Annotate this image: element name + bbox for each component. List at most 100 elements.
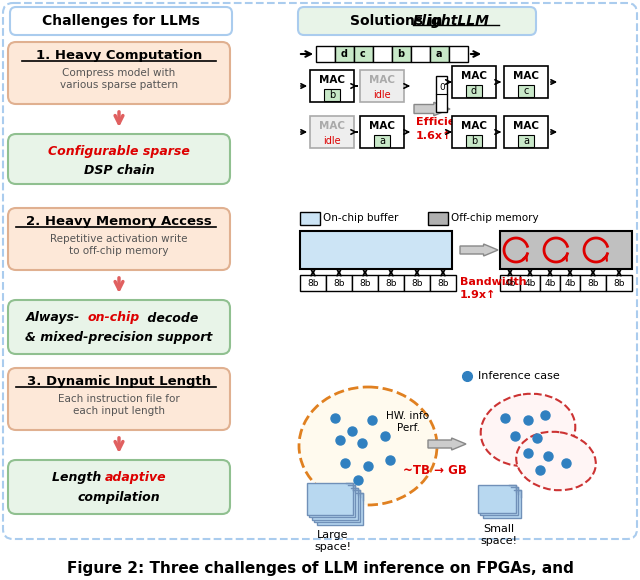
- FancyBboxPatch shape: [8, 368, 230, 430]
- Text: 8b: 8b: [333, 278, 345, 288]
- Text: 1.9x↑: 1.9x↑: [460, 290, 497, 300]
- Bar: [317, 492, 362, 524]
- Bar: [504, 66, 548, 98]
- Text: Figure 2: Three challenges of LLM inference on FPGAs, and: Figure 2: Three challenges of LLM infere…: [67, 560, 573, 575]
- Text: Small
space!: Small space!: [481, 524, 518, 546]
- Text: Configurable sparse: Configurable sparse: [48, 146, 190, 158]
- Text: 4b: 4b: [504, 278, 516, 288]
- Bar: [520, 275, 540, 291]
- Text: a: a: [379, 136, 385, 146]
- Text: 2. Heavy Memory Access: 2. Heavy Memory Access: [26, 215, 212, 227]
- Bar: [307, 483, 353, 514]
- Text: Challenges for LLMs: Challenges for LLMs: [42, 14, 200, 28]
- Bar: [312, 488, 358, 520]
- Bar: [310, 70, 354, 102]
- Text: compilation: compilation: [77, 491, 160, 505]
- Text: On-chip buffer: On-chip buffer: [323, 213, 398, 223]
- Text: Efficiency: Efficiency: [416, 117, 477, 127]
- Text: 0: 0: [439, 84, 445, 92]
- Bar: [540, 275, 560, 291]
- FancyBboxPatch shape: [8, 134, 230, 184]
- Bar: [606, 275, 632, 291]
- Bar: [324, 89, 340, 101]
- Bar: [436, 76, 447, 112]
- Bar: [373, 46, 392, 62]
- Text: MAC: MAC: [461, 71, 487, 81]
- Bar: [360, 116, 404, 148]
- Bar: [480, 487, 518, 515]
- Bar: [449, 46, 468, 62]
- Bar: [500, 231, 632, 269]
- Text: c: c: [360, 49, 366, 59]
- Text: b: b: [397, 49, 404, 59]
- Text: 8b: 8b: [588, 278, 599, 288]
- FancyBboxPatch shape: [298, 7, 536, 35]
- Text: MAC: MAC: [369, 75, 395, 85]
- Text: Large
space!: Large space!: [314, 530, 351, 552]
- Text: b: b: [329, 90, 335, 100]
- Text: Solutions in: Solutions in: [350, 14, 447, 28]
- Bar: [580, 275, 606, 291]
- Text: Each instruction file for
each input length: Each instruction file for each input len…: [58, 394, 180, 416]
- Text: MAC: MAC: [513, 121, 539, 131]
- Bar: [518, 135, 534, 147]
- Text: d: d: [471, 86, 477, 96]
- Bar: [335, 46, 354, 62]
- Bar: [560, 275, 580, 291]
- Text: adaptive: adaptive: [105, 472, 166, 484]
- Bar: [374, 135, 390, 147]
- Bar: [378, 275, 404, 291]
- Text: idle: idle: [373, 90, 391, 100]
- FancyBboxPatch shape: [3, 3, 637, 539]
- Text: Always-: Always-: [26, 311, 80, 324]
- Text: MAC: MAC: [319, 121, 345, 131]
- Ellipse shape: [299, 387, 437, 505]
- Bar: [300, 275, 326, 291]
- Bar: [477, 484, 515, 513]
- Polygon shape: [428, 438, 466, 450]
- Text: MAC: MAC: [319, 75, 345, 85]
- Bar: [411, 46, 430, 62]
- Bar: [428, 212, 448, 225]
- Text: a: a: [523, 136, 529, 146]
- Text: d: d: [340, 49, 348, 59]
- Text: a: a: [436, 49, 442, 59]
- Bar: [360, 70, 404, 102]
- Bar: [310, 116, 354, 148]
- Polygon shape: [460, 244, 498, 256]
- Text: FlightLLM: FlightLLM: [413, 14, 490, 28]
- Bar: [430, 275, 456, 291]
- Bar: [466, 85, 482, 97]
- Text: 8b: 8b: [307, 278, 319, 288]
- FancyBboxPatch shape: [10, 7, 232, 35]
- Text: Compress model with
various sparse pattern: Compress model with various sparse patte…: [60, 68, 178, 90]
- Text: MAC: MAC: [369, 121, 395, 131]
- Text: HW. info
Perf.: HW. info Perf.: [387, 411, 429, 433]
- Bar: [466, 135, 482, 147]
- Text: MAC: MAC: [513, 71, 539, 81]
- Text: 4b: 4b: [564, 278, 576, 288]
- Text: 8b: 8b: [613, 278, 625, 288]
- Text: 1. Heavy Computation: 1. Heavy Computation: [36, 49, 202, 61]
- Text: Off-chip memory: Off-chip memory: [451, 213, 539, 223]
- Bar: [452, 116, 496, 148]
- Bar: [392, 46, 411, 62]
- Text: ~TB → GB: ~TB → GB: [403, 463, 467, 477]
- Text: 8b: 8b: [385, 278, 397, 288]
- Text: c: c: [524, 86, 529, 96]
- Bar: [314, 490, 360, 522]
- Bar: [404, 275, 430, 291]
- Text: 4b: 4b: [524, 278, 536, 288]
- Text: 1.6x↑: 1.6x↑: [416, 131, 452, 141]
- Bar: [309, 485, 355, 517]
- Text: 8b: 8b: [359, 278, 371, 288]
- Bar: [300, 212, 320, 225]
- Text: & mixed-precision support: & mixed-precision support: [26, 332, 212, 345]
- Polygon shape: [414, 102, 450, 116]
- FancyBboxPatch shape: [8, 300, 230, 354]
- Bar: [518, 85, 534, 97]
- Bar: [504, 116, 548, 148]
- Text: b: b: [471, 136, 477, 146]
- Bar: [430, 46, 449, 62]
- FancyBboxPatch shape: [8, 42, 230, 104]
